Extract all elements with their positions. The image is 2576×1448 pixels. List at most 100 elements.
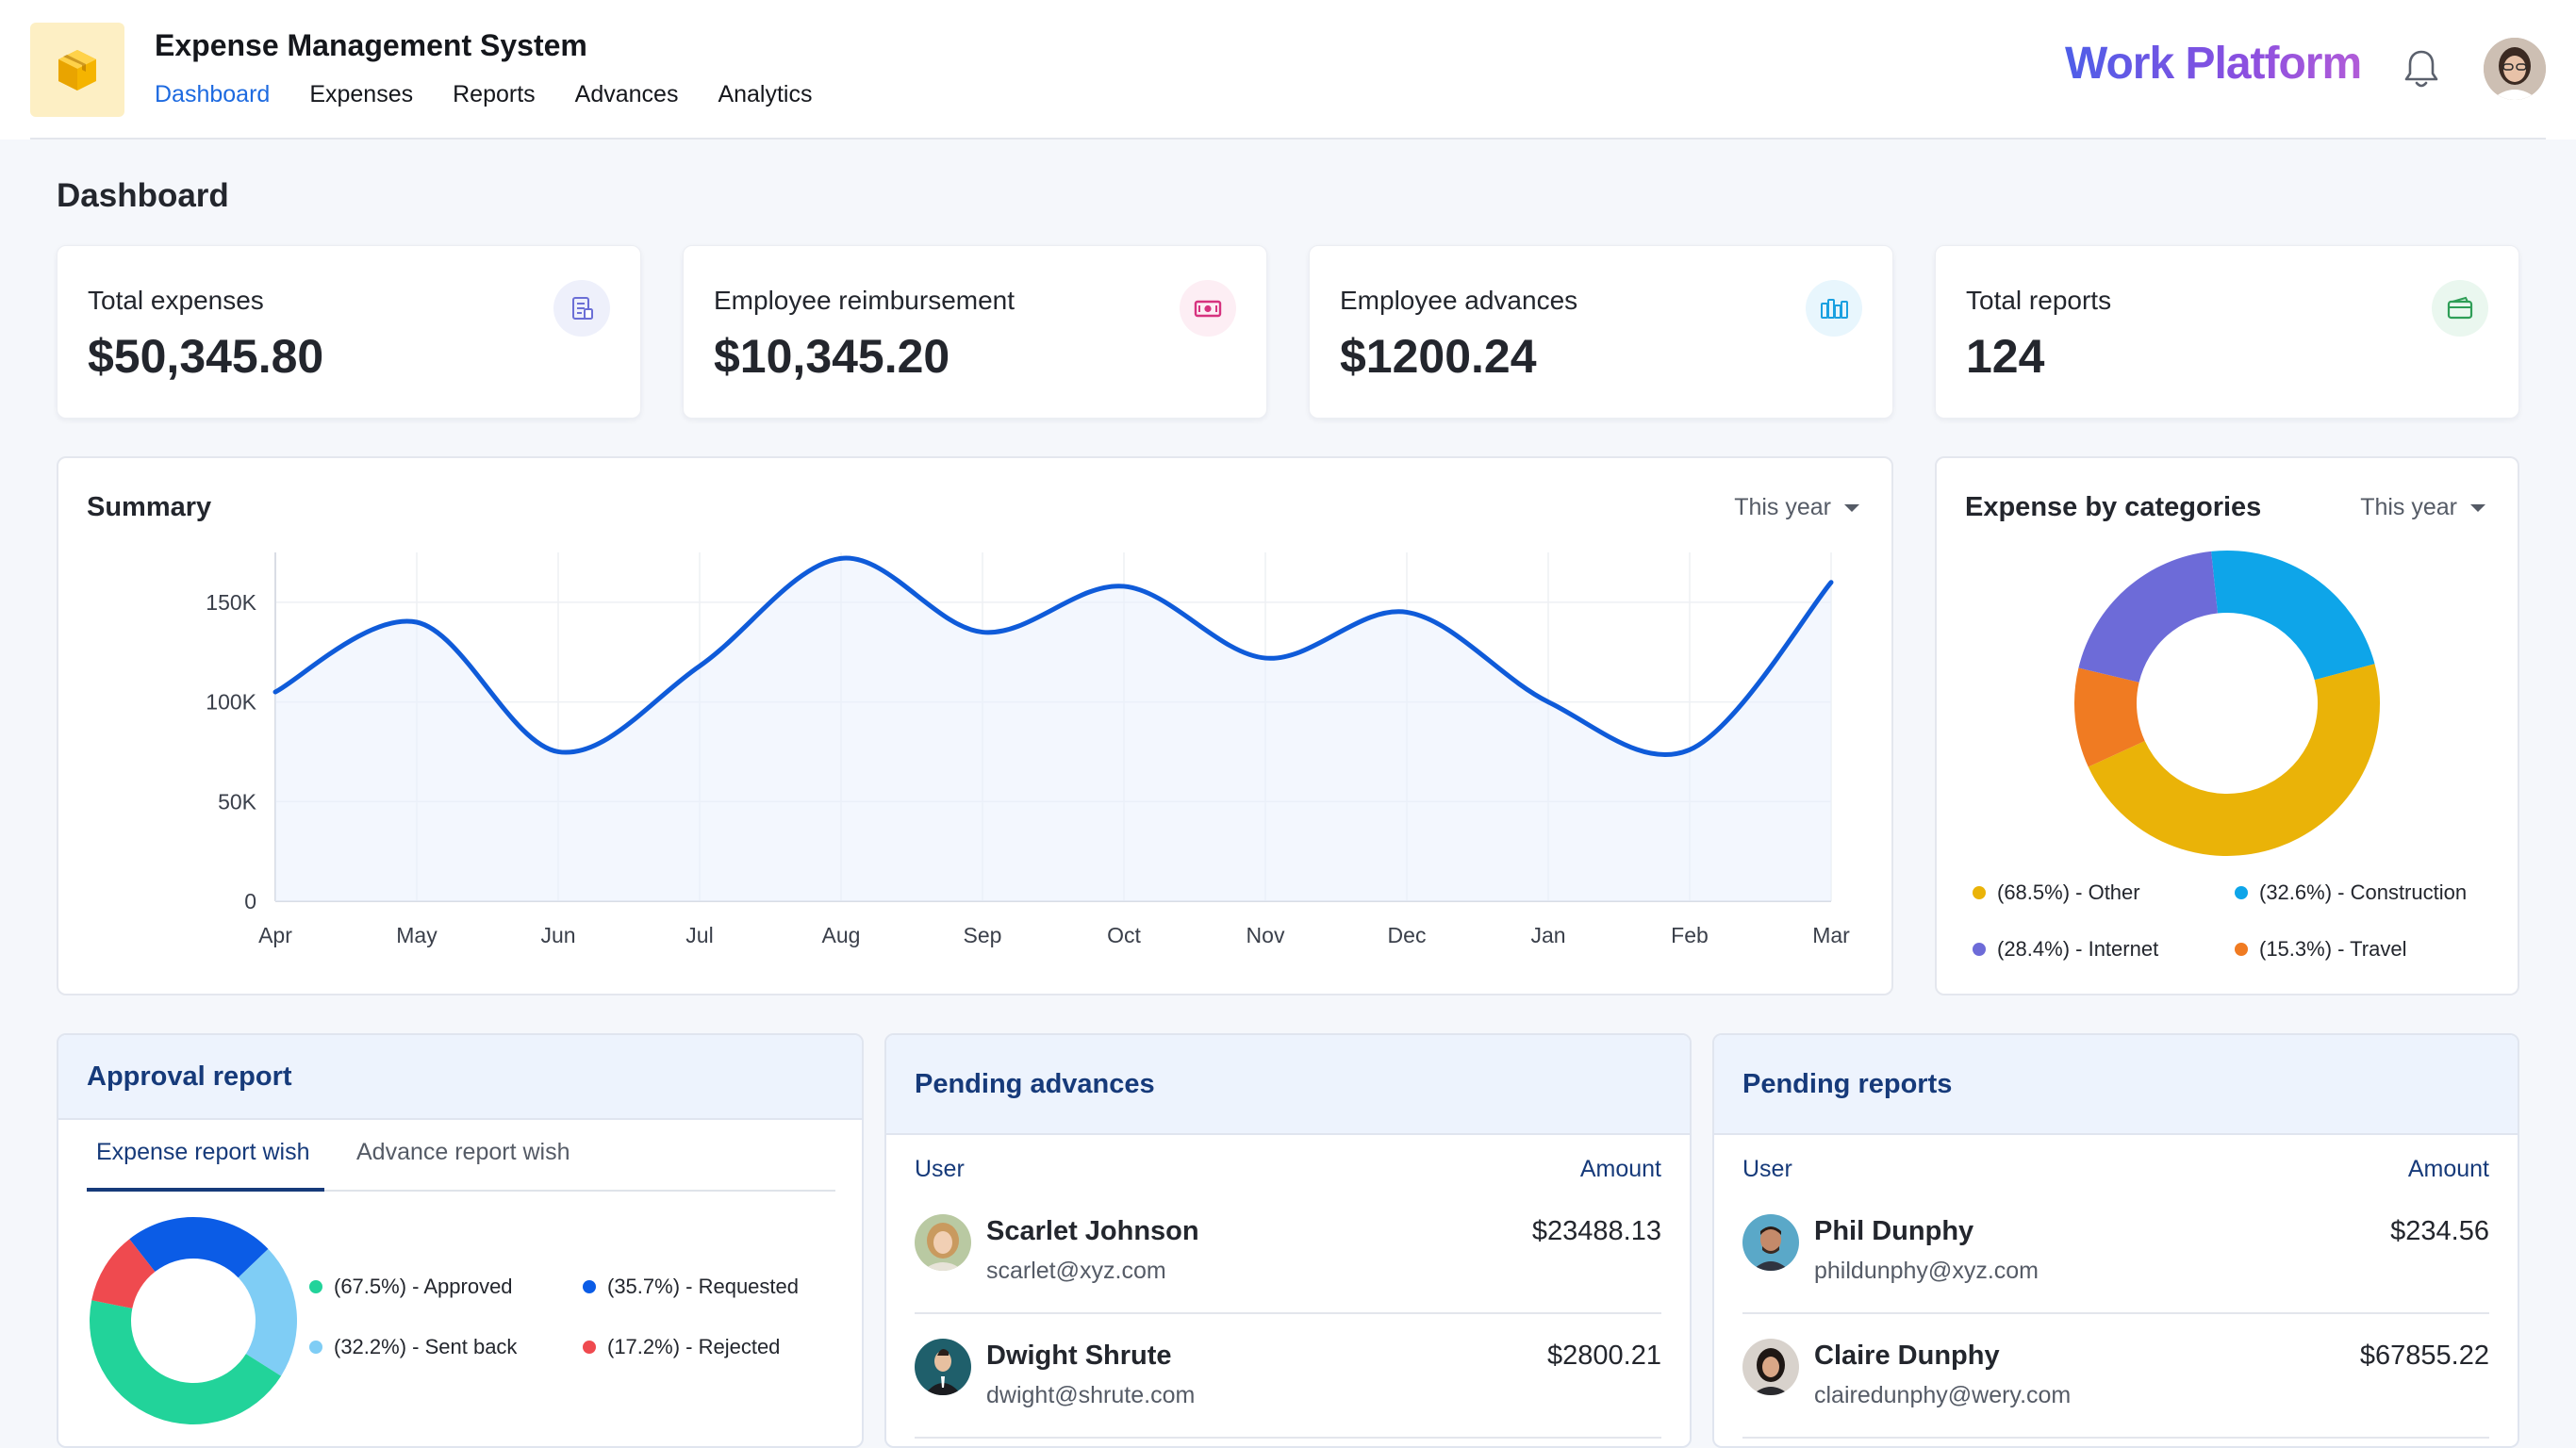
- legend-item-internet: (28.4%) - Internet: [1973, 937, 2158, 962]
- legend-dot: [1973, 943, 1986, 956]
- x-tick-label: Nov: [1247, 923, 1285, 947]
- summary-period-dropdown[interactable]: This year: [1734, 494, 1859, 521]
- page-title: Dashboard: [57, 177, 229, 214]
- summary-series-line: [272, 555, 1834, 757]
- person-amount: $67855.22: [2359, 1341, 2489, 1371]
- avatar-image: [915, 1339, 971, 1395]
- row-divider: [915, 1437, 1661, 1439]
- stat-value: $10,345.20: [714, 330, 950, 383]
- stat-icon-wrap: [553, 280, 610, 337]
- nav-advances[interactable]: Advances: [574, 81, 679, 107]
- tabs-divider: [87, 1190, 835, 1192]
- app-logo[interactable]: [30, 23, 124, 117]
- stat-card-total-reports[interactable]: Total reports 124: [1935, 245, 2519, 419]
- tab-expense-report-wish[interactable]: Expense report wish: [96, 1139, 310, 1165]
- caret-down-icon: [1844, 503, 1859, 512]
- receipt-icon: [572, 297, 593, 320]
- person-amount: $2800.21: [1547, 1341, 1661, 1371]
- legend-item-rejected: (17.2%) - Rejected: [583, 1335, 780, 1359]
- legend-dot: [309, 1341, 322, 1354]
- legend-label: (68.5%) - Other: [1997, 880, 2140, 904]
- categories-donut-chart: [2074, 551, 2380, 857]
- approval-donut-chart: [89, 1217, 297, 1424]
- avatar-image: [1742, 1214, 1799, 1271]
- legend-label: (17.2%) - Rejected: [607, 1335, 781, 1358]
- stat-card-employee-advances[interactable]: Employee advances $1200.24: [1309, 245, 1893, 419]
- coins-icon: [1821, 299, 1848, 319]
- donut-slice: [2211, 551, 2375, 681]
- x-tick-label: Jun: [540, 923, 575, 947]
- tab-advance-report-wish[interactable]: Advance report wish: [356, 1139, 570, 1165]
- legend-dot: [2235, 886, 2248, 899]
- legend-item-approved: (67.5%) - Approved: [309, 1275, 513, 1299]
- donut-slice: [238, 1248, 297, 1376]
- expense-categories-panel: Expense by categories This year (68.5%) …: [1935, 456, 2519, 996]
- area-fill: [275, 558, 1831, 901]
- row-divider: [915, 1312, 1661, 1314]
- pending-reports-header: Pending reports: [1714, 1035, 2518, 1135]
- pending-reports-title: Pending reports: [1742, 1069, 1953, 1099]
- x-tick-label: Sep: [964, 923, 1002, 947]
- main-nav: Dashboard Expenses Reports Advances Anal…: [155, 81, 813, 108]
- person-name: Claire Dunphy: [1814, 1341, 2000, 1371]
- person-amount: $234.56: [2390, 1216, 2489, 1246]
- row-divider: [1742, 1312, 2489, 1314]
- stat-value: $1200.24: [1340, 330, 1537, 383]
- y-tick-label: 150K: [206, 590, 256, 615]
- categories-period-dropdown[interactable]: This year: [2360, 494, 2485, 521]
- user-avatar[interactable]: [2484, 38, 2546, 100]
- legend-label: (35.7%) - Requested: [607, 1275, 799, 1298]
- donut-slice: [89, 1300, 282, 1424]
- bell-icon[interactable]: [2403, 47, 2440, 90]
- legend-dot: [583, 1280, 596, 1293]
- user-avatar-image: [2484, 38, 2546, 100]
- legend-item-other: (68.5%) - Other: [1973, 880, 2140, 905]
- brand-logo[interactable]: Work Platform: [2065, 39, 2362, 89]
- stat-icon-wrap: [2432, 280, 2488, 337]
- legend-dot: [583, 1341, 596, 1354]
- nav-expenses[interactable]: Expenses: [309, 81, 414, 107]
- summary-period-label: This year: [1734, 494, 1831, 520]
- col-head-user: User: [1742, 1156, 1792, 1182]
- x-tick-label: Mar: [1812, 923, 1850, 947]
- stat-card-employee-reimbursement[interactable]: Employee reimbursement $10,345.20: [683, 245, 1267, 419]
- stat-label: Total reports: [1966, 286, 2112, 315]
- nav-reports[interactable]: Reports: [453, 81, 536, 107]
- person-name: Scarlet Johnson: [986, 1216, 1199, 1246]
- nav-dashboard[interactable]: Dashboard: [155, 81, 271, 107]
- legend-label: (67.5%) - Approved: [334, 1275, 513, 1298]
- donut-slice: [2078, 551, 2218, 683]
- categories-period-label: This year: [2360, 494, 2457, 520]
- x-tick-label: Oct: [1107, 923, 1141, 947]
- donut-slice: [91, 1239, 156, 1308]
- legend-item-requested: (35.7%) - Requested: [583, 1275, 799, 1299]
- legend-label: (28.4%) - Internet: [1997, 937, 2159, 961]
- legend-label: (15.3%) - Travel: [2259, 937, 2407, 961]
- donut-slice: [2088, 664, 2380, 857]
- legend-dot: [2235, 943, 2248, 956]
- person-email: scarlet@xyz.com: [986, 1258, 1166, 1284]
- y-tick-label: 100K: [206, 690, 256, 715]
- person-amount: $23488.13: [1531, 1216, 1661, 1246]
- stat-label: Total expenses: [88, 286, 264, 315]
- cash-icon: [1194, 300, 1222, 318]
- y-tick-label: 50K: [218, 789, 257, 814]
- stat-card-total-expenses[interactable]: Total expenses $50,345.80: [57, 245, 641, 419]
- person-email: dwight@shrute.com: [986, 1382, 1196, 1408]
- stat-icon-wrap: [1806, 280, 1862, 337]
- legend-item-travel: (15.3%) - Travel: [2235, 937, 2407, 962]
- legend-label: (32.2%) - Sent back: [334, 1335, 518, 1358]
- stat-icon-wrap: [1180, 280, 1236, 337]
- approval-report-header: Approval report: [58, 1035, 862, 1120]
- x-tick-label: May: [396, 923, 438, 947]
- avatar-image: [1742, 1339, 1799, 1395]
- legend-dot: [309, 1280, 322, 1293]
- y-tick-label: 0: [244, 889, 256, 913]
- summary-title: Summary: [87, 492, 212, 522]
- legend-item-construction: (32.6%) - Construction: [2235, 880, 2467, 905]
- nav-analytics[interactable]: Analytics: [718, 81, 813, 107]
- x-tick-label: Feb: [1671, 923, 1709, 947]
- person-email: clairedunphy@wery.com: [1814, 1382, 2072, 1408]
- stat-label: Employee reimbursement: [714, 286, 1016, 315]
- pending-advances-title: Pending advances: [915, 1069, 1155, 1099]
